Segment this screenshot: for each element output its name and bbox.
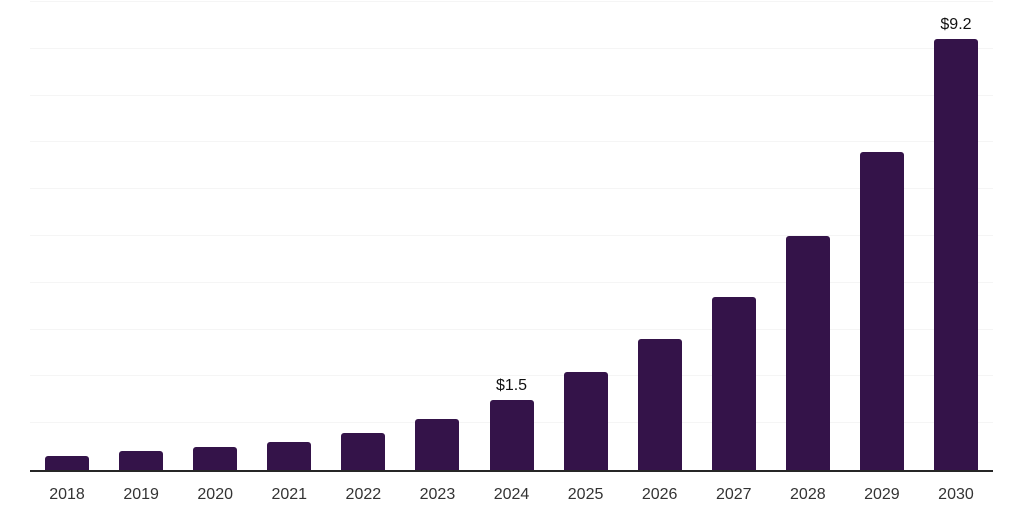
bar-slot-2027 <box>697 2 771 470</box>
x-tick-label-2026: 2026 <box>641 486 678 503</box>
bar-slot-2028 <box>771 2 845 470</box>
gridline <box>30 328 993 330</box>
bar-value-label-2024: $1.5 <box>495 376 528 394</box>
x-tick-label-2023: 2023 <box>419 486 456 503</box>
bar-2028 <box>785 236 830 470</box>
bar-slot-2021 <box>252 2 326 470</box>
bar-slot-2030: $9.2 <box>919 2 993 470</box>
x-tick-label-2027: 2027 <box>715 486 752 503</box>
gridline <box>30 1 993 2</box>
bar-slot-2024: $1.5 <box>474 2 548 470</box>
bar-2025 <box>563 371 608 470</box>
gridline <box>30 281 993 283</box>
bar-2026 <box>637 338 682 470</box>
bar-slot-2025 <box>549 2 623 470</box>
bar-slot-2022 <box>326 2 400 470</box>
bar-2023 <box>415 418 460 470</box>
x-tick-label-2024: 2024 <box>493 486 530 503</box>
x-tick-label-2019: 2019 <box>123 486 159 503</box>
bar-slot-2029 <box>845 2 919 470</box>
bar-slot-2018 <box>30 2 104 470</box>
x-tick-label-2018: 2018 <box>49 486 85 503</box>
bar-slot-2026 <box>623 2 697 470</box>
x-tick-label-2030: 2030 <box>938 486 974 503</box>
x-tick-label-2025: 2025 <box>567 486 604 503</box>
bar-2030 <box>933 39 978 470</box>
bar-2020 <box>193 446 238 470</box>
bar-slot-2020 <box>178 2 252 470</box>
x-tick-label-2029: 2029 <box>864 486 900 503</box>
bar-2027 <box>711 296 756 470</box>
bar-value-label-2030: $9.2 <box>940 16 972 34</box>
gridline <box>30 94 993 96</box>
bar-2029 <box>859 151 904 470</box>
x-axis-labels: 2018 2019 2020 2021 2022 2023 2024 2025 2026 2027… <box>30 472 993 504</box>
bar-slot-2023 <box>400 2 474 470</box>
x-tick-label-2028: 2028 <box>790 486 826 503</box>
bar-2018 <box>45 455 90 470</box>
gridline <box>30 188 993 190</box>
gridline <box>30 235 993 236</box>
bar-2022 <box>341 432 386 470</box>
gridline <box>30 141 993 143</box>
bars-container: $1.5 $9.2 <box>30 2 993 470</box>
bar-2024 <box>489 399 534 470</box>
gridline <box>30 375 993 377</box>
bar-slot-2019 <box>104 2 178 470</box>
plot-area: $1.5 $9.2 <box>30 1 993 472</box>
x-tick-label-2021: 2021 <box>271 486 308 503</box>
gridline <box>30 47 993 49</box>
bar-2019 <box>119 451 164 470</box>
x-tick-label-2020: 2020 <box>197 486 233 503</box>
bar-2021 <box>267 441 312 470</box>
x-tick-label-2022: 2022 <box>345 486 382 503</box>
